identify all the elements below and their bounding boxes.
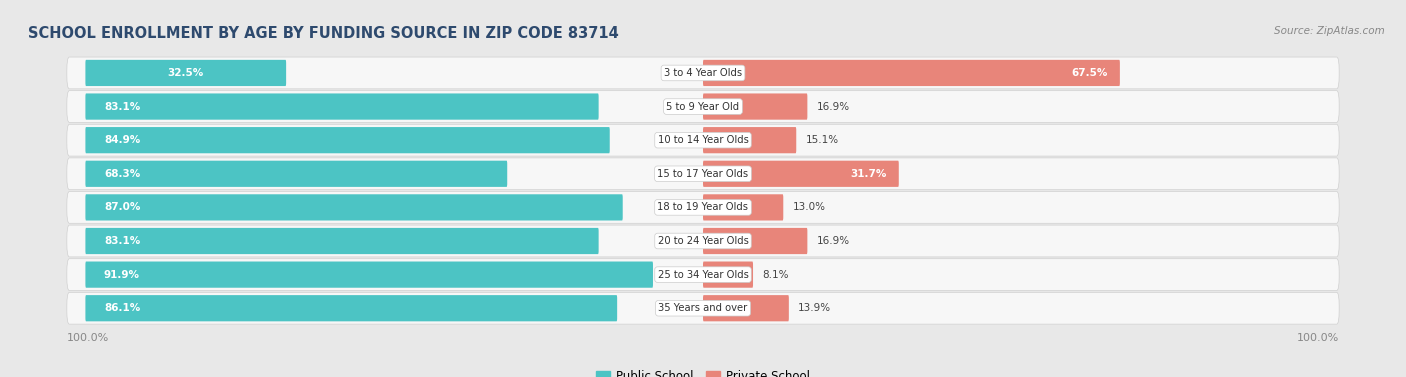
FancyBboxPatch shape: [67, 57, 1339, 89]
Text: 16.9%: 16.9%: [817, 101, 849, 112]
Text: 13.9%: 13.9%: [799, 303, 831, 313]
FancyBboxPatch shape: [86, 262, 652, 288]
Text: 83.1%: 83.1%: [104, 236, 141, 246]
FancyBboxPatch shape: [67, 192, 1339, 223]
FancyBboxPatch shape: [86, 161, 508, 187]
FancyBboxPatch shape: [86, 60, 287, 86]
FancyBboxPatch shape: [703, 295, 789, 321]
FancyBboxPatch shape: [67, 90, 1339, 123]
Text: 68.3%: 68.3%: [104, 169, 141, 179]
Text: 15.1%: 15.1%: [806, 135, 838, 145]
Text: 91.9%: 91.9%: [104, 270, 141, 280]
Text: 67.5%: 67.5%: [1071, 68, 1108, 78]
Text: 8.1%: 8.1%: [762, 270, 789, 280]
FancyBboxPatch shape: [67, 225, 1339, 257]
Text: 20 to 24 Year Olds: 20 to 24 Year Olds: [658, 236, 748, 246]
Legend: Public School, Private School: Public School, Private School: [592, 365, 814, 377]
Text: 18 to 19 Year Olds: 18 to 19 Year Olds: [658, 202, 748, 212]
Text: 16.9%: 16.9%: [817, 236, 849, 246]
FancyBboxPatch shape: [703, 228, 807, 254]
FancyBboxPatch shape: [86, 93, 599, 120]
Text: 31.7%: 31.7%: [851, 169, 886, 179]
Text: 32.5%: 32.5%: [167, 68, 204, 78]
FancyBboxPatch shape: [703, 262, 754, 288]
Text: 83.1%: 83.1%: [104, 101, 141, 112]
FancyBboxPatch shape: [67, 158, 1339, 190]
FancyBboxPatch shape: [67, 259, 1339, 291]
FancyBboxPatch shape: [86, 194, 623, 221]
Text: 100.0%: 100.0%: [1296, 333, 1339, 343]
FancyBboxPatch shape: [703, 194, 783, 221]
Text: 100.0%: 100.0%: [67, 333, 110, 343]
FancyBboxPatch shape: [703, 93, 807, 120]
Text: 13.0%: 13.0%: [793, 202, 825, 212]
Text: 15 to 17 Year Olds: 15 to 17 Year Olds: [658, 169, 748, 179]
FancyBboxPatch shape: [67, 124, 1339, 156]
FancyBboxPatch shape: [703, 60, 1119, 86]
Text: 25 to 34 Year Olds: 25 to 34 Year Olds: [658, 270, 748, 280]
FancyBboxPatch shape: [67, 292, 1339, 324]
Text: Source: ZipAtlas.com: Source: ZipAtlas.com: [1274, 26, 1385, 37]
Text: 87.0%: 87.0%: [104, 202, 141, 212]
Text: 10 to 14 Year Olds: 10 to 14 Year Olds: [658, 135, 748, 145]
Text: SCHOOL ENROLLMENT BY AGE BY FUNDING SOURCE IN ZIP CODE 83714: SCHOOL ENROLLMENT BY AGE BY FUNDING SOUR…: [28, 26, 619, 41]
Text: 84.9%: 84.9%: [104, 135, 141, 145]
FancyBboxPatch shape: [703, 161, 898, 187]
Text: 86.1%: 86.1%: [104, 303, 141, 313]
Text: 35 Years and over: 35 Years and over: [658, 303, 748, 313]
Text: 3 to 4 Year Olds: 3 to 4 Year Olds: [664, 68, 742, 78]
FancyBboxPatch shape: [86, 295, 617, 321]
FancyBboxPatch shape: [703, 127, 796, 153]
FancyBboxPatch shape: [86, 127, 610, 153]
FancyBboxPatch shape: [86, 228, 599, 254]
Text: 5 to 9 Year Old: 5 to 9 Year Old: [666, 101, 740, 112]
